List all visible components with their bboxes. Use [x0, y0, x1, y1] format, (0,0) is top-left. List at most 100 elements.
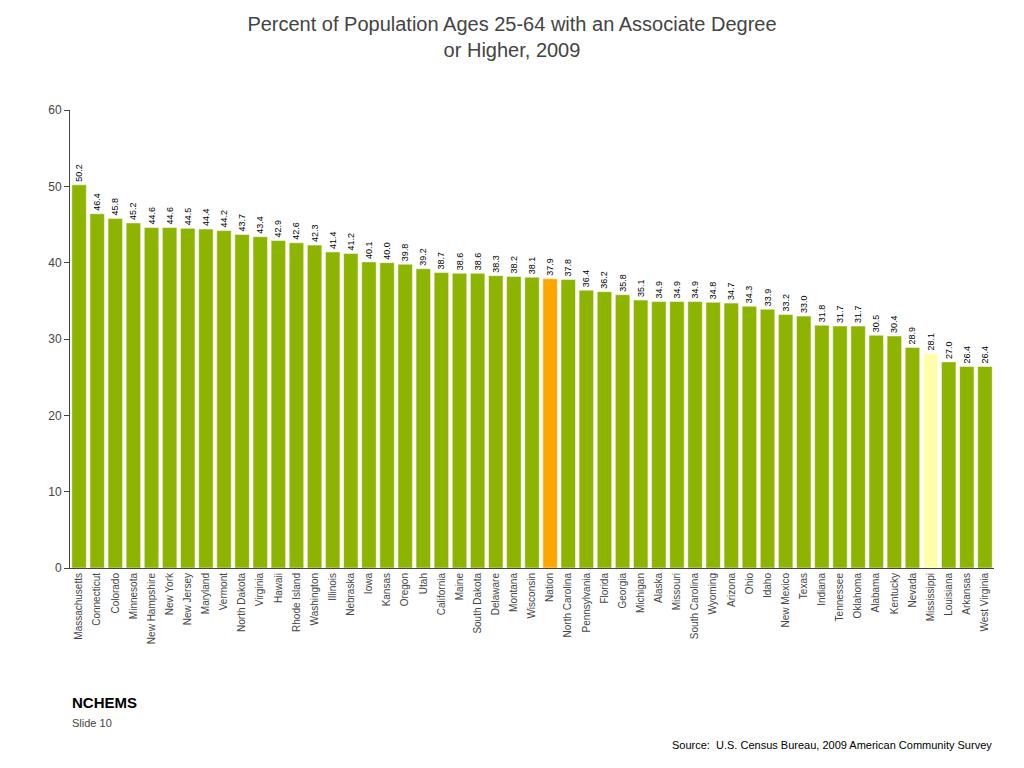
svg-text:Virginia: Virginia [254, 573, 265, 607]
svg-text:30.4: 30.4 [889, 315, 899, 333]
svg-text:Maine: Maine [454, 573, 465, 601]
svg-text:31.7: 31.7 [853, 305, 863, 323]
svg-text:Wyoming: Wyoming [707, 573, 718, 615]
svg-text:42.3: 42.3 [310, 225, 320, 243]
svg-text:30: 30 [48, 332, 62, 346]
svg-text:Indiana: Indiana [816, 573, 827, 606]
svg-text:44.5: 44.5 [183, 208, 193, 226]
svg-text:41.4: 41.4 [328, 231, 338, 249]
svg-text:California: California [436, 573, 447, 616]
svg-text:Pennsylvania: Pennsylvania [581, 573, 592, 633]
svg-text:44.6: 44.6 [165, 207, 175, 225]
svg-text:38.2: 38.2 [509, 256, 519, 274]
svg-text:33.9: 33.9 [763, 289, 773, 307]
svg-text:34.9: 34.9 [654, 281, 664, 299]
svg-text:Arkansas: Arkansas [961, 573, 972, 615]
svg-text:North Dakota: North Dakota [236, 573, 247, 632]
svg-text:38.3: 38.3 [491, 255, 501, 273]
svg-text:South Carolina: South Carolina [689, 573, 700, 640]
svg-text:South Dakota: South Dakota [472, 573, 483, 634]
svg-text:Tennessee: Tennessee [834, 573, 845, 622]
svg-text:26.4: 26.4 [962, 346, 972, 364]
svg-text:Illinois: Illinois [327, 573, 338, 601]
svg-text:42.6: 42.6 [291, 222, 301, 240]
svg-text:37.8: 37.8 [563, 259, 573, 277]
svg-text:Nation: Nation [544, 573, 555, 602]
svg-text:New Jersey: New Jersey [182, 573, 193, 625]
svg-text:Wisconsin: Wisconsin [526, 573, 537, 619]
svg-text:37.9: 37.9 [545, 258, 555, 276]
svg-text:40: 40 [48, 256, 62, 270]
svg-text:35.8: 35.8 [618, 274, 628, 292]
svg-text:36.4: 36.4 [581, 270, 591, 288]
svg-text:New Hampshire: New Hampshire [146, 573, 157, 645]
svg-text:Alaska: Alaska [653, 573, 664, 603]
svg-text:38.6: 38.6 [473, 253, 483, 271]
svg-text:Connecticut: Connecticut [91, 573, 102, 626]
svg-text:Colorado: Colorado [110, 573, 121, 614]
svg-text:New Mexico: New Mexico [780, 573, 791, 628]
svg-text:44.2: 44.2 [219, 210, 229, 228]
svg-text:34.3: 34.3 [744, 286, 754, 304]
svg-text:Missouri: Missouri [671, 573, 682, 610]
svg-text:NCHEMS: NCHEMS [72, 694, 137, 711]
svg-text:34.8: 34.8 [708, 282, 718, 300]
svg-text:35.1: 35.1 [636, 280, 646, 298]
svg-text:33.0: 33.0 [799, 296, 809, 314]
svg-text:42.9: 42.9 [273, 220, 283, 238]
svg-text:Iowa: Iowa [363, 573, 374, 595]
svg-text:33.2: 33.2 [781, 294, 791, 312]
svg-text:Utah: Utah [418, 573, 429, 594]
svg-text:Louisiana: Louisiana [943, 573, 954, 616]
svg-text:Florida: Florida [599, 573, 610, 604]
svg-text:Maryland: Maryland [200, 573, 211, 614]
svg-text:Rhode Island: Rhode Island [291, 573, 302, 632]
svg-text:44.4: 44.4 [201, 209, 211, 227]
svg-text:34.7: 34.7 [726, 283, 736, 301]
svg-text:Source: U.S. Census Bureau, 2: Source: U.S. Census Bureau, 2009 America… [672, 739, 992, 751]
svg-text:Massachusetts: Massachusetts [73, 573, 84, 640]
svg-text:Georgia: Georgia [617, 573, 628, 609]
svg-text:Mississippi: Mississippi [925, 573, 936, 621]
svg-text:Minnesota: Minnesota [128, 573, 139, 620]
svg-text:Slide 10: Slide 10 [72, 717, 112, 729]
svg-text:27.0: 27.0 [944, 341, 954, 359]
svg-text:38.7: 38.7 [436, 252, 446, 270]
svg-text:34.9: 34.9 [690, 281, 700, 299]
svg-text:Delaware: Delaware [490, 573, 501, 616]
svg-text:New York: New York [164, 572, 175, 615]
svg-text:39.2: 39.2 [418, 248, 428, 266]
svg-text:46.4: 46.4 [92, 193, 102, 211]
svg-text:28.1: 28.1 [926, 333, 936, 351]
svg-text:38.1: 38.1 [527, 257, 537, 275]
svg-text:30.5: 30.5 [871, 315, 881, 333]
svg-text:50: 50 [48, 180, 62, 194]
svg-text:43.7: 43.7 [237, 214, 247, 232]
svg-text:60: 60 [48, 103, 62, 117]
svg-text:40.0: 40.0 [382, 242, 392, 260]
svg-text:Hawaii: Hawaii [273, 573, 284, 603]
svg-text:Washington: Washington [309, 573, 320, 625]
svg-text:44.6: 44.6 [147, 207, 157, 225]
svg-text:41.2: 41.2 [346, 233, 356, 251]
svg-text:45.8: 45.8 [110, 198, 120, 216]
svg-text:50.2: 50.2 [74, 164, 84, 182]
svg-text:20: 20 [48, 409, 62, 423]
svg-text:North Carolina: North Carolina [562, 573, 573, 638]
svg-text:Kentucky: Kentucky [889, 573, 900, 614]
svg-text:39.8: 39.8 [400, 244, 410, 262]
svg-text:Percent of Population Ages 25-: Percent of Population Ages 25-64 with an… [247, 13, 776, 61]
svg-text:0: 0 [55, 561, 62, 575]
svg-text:Ohio: Ohio [744, 573, 755, 595]
svg-text:45.2: 45.2 [128, 202, 138, 220]
svg-text:Arizona: Arizona [726, 573, 737, 607]
svg-text:40.1: 40.1 [364, 241, 374, 259]
svg-text:34.9: 34.9 [672, 281, 682, 299]
svg-text:Nebraska: Nebraska [345, 573, 356, 616]
svg-text:31.7: 31.7 [835, 305, 845, 323]
svg-text:Oregon: Oregon [399, 573, 410, 606]
svg-text:Vermont: Vermont [218, 573, 229, 610]
svg-text:Texas: Texas [798, 573, 809, 599]
svg-text:West Virginia: West Virginia [979, 573, 990, 632]
svg-text:Alabama: Alabama [870, 573, 881, 613]
